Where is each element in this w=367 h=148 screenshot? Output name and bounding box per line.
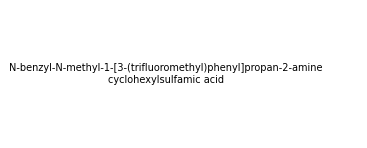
Text: N-benzyl-N-methyl-1-[3-(trifluoromethyl)phenyl]propan-2-amine
cyclohexylsulfamic: N-benzyl-N-methyl-1-[3-(trifluoromethyl)… xyxy=(9,63,323,85)
